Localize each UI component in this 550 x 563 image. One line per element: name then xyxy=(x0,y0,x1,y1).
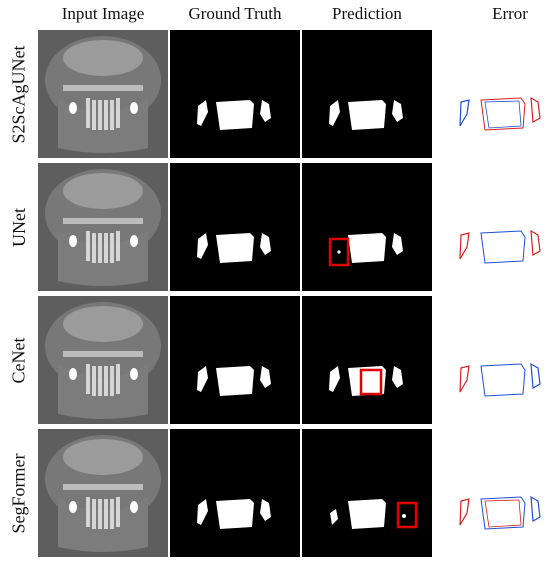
highlight-box-center-teeth xyxy=(359,368,383,396)
ground-truth-row2 xyxy=(170,163,300,291)
column-header-ground-truth: Ground Truth xyxy=(188,4,282,23)
column-header-error: Error xyxy=(492,4,528,23)
input-image-row1 xyxy=(38,30,168,158)
highlight-box-right-tooth xyxy=(396,501,418,529)
input-image-row3 xyxy=(38,296,168,424)
prediction-row2 xyxy=(302,163,432,291)
prediction-row3 xyxy=(302,296,432,424)
highlight-box-left-tooth xyxy=(328,237,350,267)
row-label-segformer: SegFormer xyxy=(8,453,29,533)
column-header-prediction: Prediction xyxy=(332,4,402,23)
prediction-row1 xyxy=(302,30,432,158)
row-label-unet: UNet xyxy=(8,207,29,247)
input-image-row4 xyxy=(38,429,168,557)
column-header-input-image: Input Image xyxy=(61,4,145,23)
error-map-row2 xyxy=(445,163,550,291)
prediction-row4 xyxy=(302,429,432,557)
input-image-row2 xyxy=(38,163,168,291)
ground-truth-row3 xyxy=(170,296,300,424)
error-map-row4 xyxy=(445,429,550,557)
error-map-row1 xyxy=(445,30,550,158)
row-label-s2scagunet: S2ScAgUNet xyxy=(8,45,29,143)
ground-truth-row1 xyxy=(170,30,300,158)
ground-truth-row4 xyxy=(170,429,300,557)
row-label-cenet: CeNet xyxy=(8,337,29,383)
error-map-row3 xyxy=(445,296,550,424)
